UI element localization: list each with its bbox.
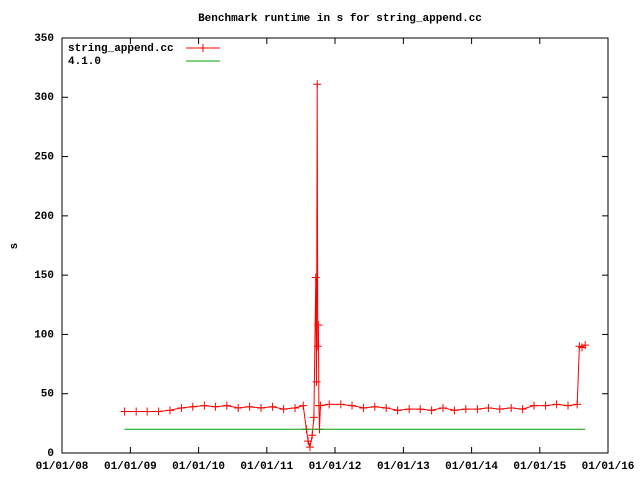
series-line: [124, 84, 586, 448]
point-marker: [305, 443, 314, 452]
point-marker: [564, 401, 573, 410]
point-marker: [552, 400, 561, 409]
x-tick-label: 01/01/15: [513, 461, 566, 473]
point-marker: [518, 405, 527, 414]
point-marker: [461, 405, 470, 414]
point-marker: [581, 341, 590, 350]
point-marker: [359, 403, 368, 412]
point-marker: [311, 273, 320, 282]
point-marker: [314, 320, 323, 329]
point-marker: [313, 80, 322, 89]
point-marker: [222, 401, 231, 410]
point-marker: [416, 405, 425, 414]
point-marker: [268, 402, 277, 411]
point-marker: [473, 405, 482, 414]
x-tick-label: 01/01/12: [309, 461, 362, 473]
point-marker: [312, 377, 321, 386]
point-marker: [299, 401, 308, 410]
point-marker: [200, 401, 209, 410]
x-tick-label: 01/01/09: [104, 461, 157, 473]
point-marker: [325, 400, 334, 409]
point-marker: [188, 402, 197, 411]
point-marker: [541, 401, 550, 410]
y-tick-label: 50: [41, 389, 54, 401]
point-marker: [348, 401, 357, 410]
point-marker: [495, 405, 504, 414]
point-marker: [382, 403, 391, 412]
y-tick-label: 350: [34, 33, 54, 45]
point-marker: [370, 402, 379, 411]
point-marker: [530, 401, 539, 410]
point-marker: [143, 407, 152, 416]
x-tick-label: 01/01/16: [582, 461, 635, 473]
point-marker: [309, 413, 318, 422]
point-marker: [427, 406, 436, 415]
x-tick-label: 01/01/08: [36, 461, 89, 473]
point-marker: [336, 400, 345, 409]
x-tick-label: 01/01/14: [445, 461, 498, 473]
point-marker: [120, 407, 129, 416]
point-marker: [234, 403, 243, 412]
y-tick-label: 300: [34, 92, 54, 104]
point-marker: [316, 401, 325, 410]
point-marker: [211, 402, 220, 411]
point-marker: [439, 403, 448, 412]
y-tick-label: 0: [47, 448, 54, 460]
y-tick-label: 250: [34, 151, 54, 163]
chart-title: Benchmark runtime in s for string_append…: [198, 13, 482, 25]
point-marker: [393, 406, 402, 415]
point-marker: [257, 403, 266, 412]
point-marker: [154, 407, 163, 416]
legend-marker: [199, 44, 207, 52]
point-marker: [507, 403, 516, 412]
point-marker: [279, 405, 288, 414]
legend-label: string_append.cc: [68, 43, 174, 55]
point-marker: [304, 437, 313, 446]
x-tick-label: 01/01/13: [377, 461, 430, 473]
point-marker: [313, 342, 322, 351]
point-marker: [245, 402, 254, 411]
point-marker: [450, 406, 459, 415]
x-tick-label: 01/01/11: [240, 461, 293, 473]
y-axis-label: s: [9, 243, 21, 250]
y-tick-label: 200: [34, 211, 54, 223]
point-marker: [132, 407, 141, 416]
point-marker: [177, 403, 186, 412]
legend-label: 4.1.0: [68, 56, 101, 68]
point-marker: [405, 405, 414, 414]
y-tick-label: 100: [34, 329, 54, 341]
point-marker: [573, 400, 582, 409]
point-marker: [291, 403, 300, 412]
point-marker: [166, 406, 175, 415]
point-marker: [484, 403, 493, 412]
plot-frame: [61, 37, 609, 454]
y-tick-label: 150: [34, 270, 54, 282]
point-marker: [308, 431, 317, 440]
x-tick-label: 01/01/10: [172, 461, 225, 473]
